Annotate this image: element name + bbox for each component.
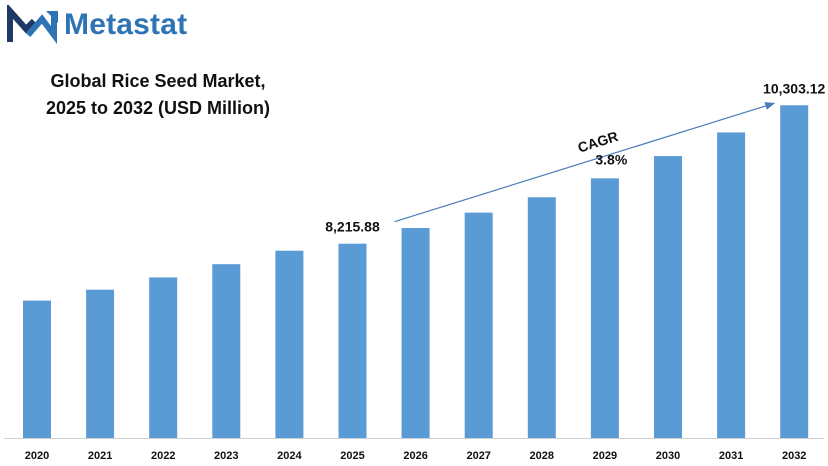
data-labels: 8,215.88 10,303.12 [325,80,825,234]
x-tick-labels: 2020 2021 2022 2023 2024 2025 2026 2027 2028 2029… [25,450,807,462]
chart-title-line-2: 2025 to 2032 (USD Million) [45,98,271,118]
x-tick-label-2025: 2025 [340,450,364,462]
bar-2026 [401,228,430,438]
x-tick-label-2026: 2026 [403,450,427,462]
x-tick-label-2023: 2023 [214,450,238,462]
bar-2020 [23,300,51,438]
x-tick-label-2029: 2029 [593,450,617,462]
chart-title-line-1: Global Rice Seed Market, [50,71,266,91]
x-tick-label-2022: 2022 [151,450,175,462]
bar-2032 [780,105,809,438]
x-tick-label-2028: 2028 [530,450,554,462]
metastat-m-logo-icon [7,5,58,44]
x-tick-label-2020: 2020 [25,450,49,462]
x-tick-label-2021: 2021 [88,450,112,462]
x-tick-label-2030: 2030 [656,450,680,462]
brand-logo: Metastat [6,5,187,45]
bar-2021 [86,289,115,438]
data-label-2025: 8,215.88 [325,219,380,235]
x-tick-label-2027: 2027 [466,450,490,462]
x-tick-label-2024: 2024 [277,450,302,462]
cagr-annotation: CAGR 3.8% [576,128,628,168]
bar-2030 [654,156,682,439]
chart-title: Global Rice Seed Market, 2025 to 2032 (U… [8,68,308,122]
bar-2029 [590,178,619,439]
cagr-value: 3.8% [595,152,627,168]
bar-2022 [149,277,178,438]
bar-2027 [464,212,493,438]
x-tick-label-2031: 2031 [719,450,743,462]
cagr-arrow [394,102,776,223]
brand-name: Metastat [64,8,188,41]
bar-2024 [275,250,304,438]
bar-2031 [717,132,746,438]
bar-2028 [527,197,556,438]
bar-2025 [338,243,367,438]
bars-group [23,105,809,439]
x-tick-label-2032: 2032 [782,450,806,462]
data-label-2032: 10,303.12 [763,80,825,96]
bar-2023 [212,264,241,438]
